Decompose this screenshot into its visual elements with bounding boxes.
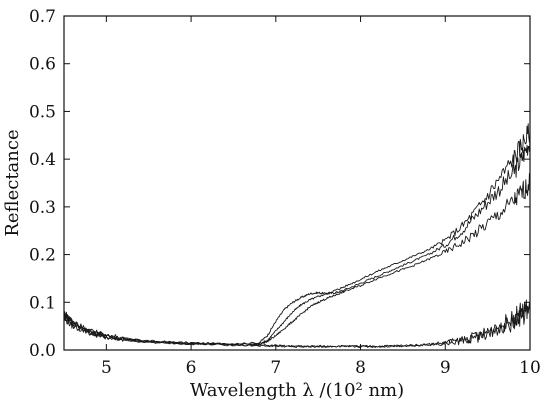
series-line-5: [63, 302, 531, 348]
series-layer: [63, 123, 531, 348]
x-tick-label: 7: [270, 358, 281, 378]
series-line-2: [63, 123, 531, 346]
y-tick-label: 0.4: [29, 150, 56, 170]
y-tick-label: 0.0: [29, 341, 56, 361]
series-line-3: [63, 172, 531, 346]
x-tick-label: 8: [355, 358, 366, 378]
y-tick-label: 0.6: [29, 55, 56, 75]
y-axis-title: Reflectance: [2, 129, 23, 236]
y-tick-label: 0.1: [29, 293, 56, 313]
plot-frame: [63, 15, 531, 351]
x-tick-label: 5: [101, 358, 112, 378]
y-tick-label: 0.7: [29, 7, 56, 27]
series-line-1: [63, 140, 531, 346]
ticks-layer: 5 6 7 8 9 10 0.0 0.1 0.2 0.3 0.4 0.5 0.6 0.7: [29, 7, 541, 378]
x-axis-title: Wavelength λ /(10² nm): [190, 380, 404, 401]
y-tick-label: 0.2: [29, 246, 56, 266]
x-tick-label: 6: [186, 358, 197, 378]
y-tick-label: 0.3: [29, 198, 56, 218]
y-tick-label: 0.5: [29, 102, 56, 122]
x-tick-label: 10: [519, 358, 541, 378]
x-tick-label: 9: [440, 358, 451, 378]
